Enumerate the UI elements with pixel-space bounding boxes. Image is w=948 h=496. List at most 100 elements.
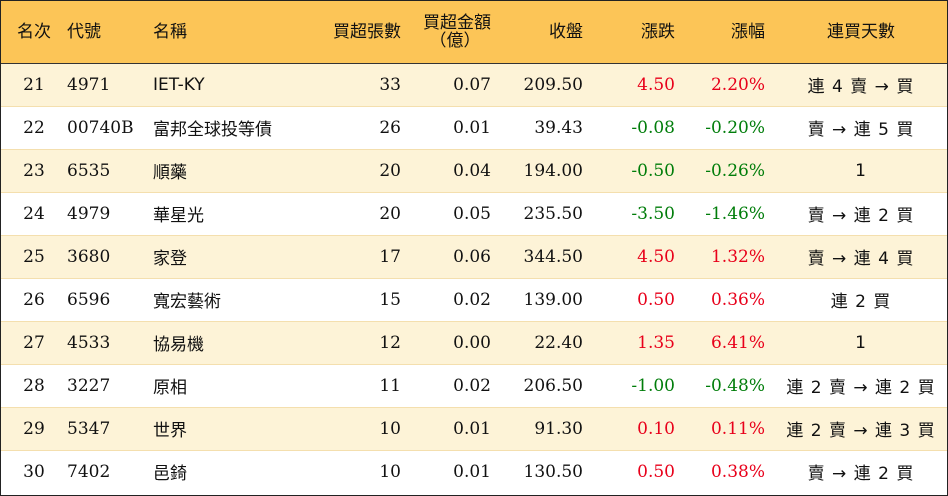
cell-change: 0.50 [593,278,685,322]
cell-change-pct: 0.36% [685,278,775,322]
cell-code[interactable]: 4533 [67,321,153,365]
cell-change-pct: 1.32% [685,235,775,279]
cell-rank: 29 [1,407,67,451]
table-header: 名次 代號 名稱 買超張數 買超金額 （億） 收盤 漲跌 漲幅 連買天數 [1,1,947,64]
cell-net-buy-lots: 15 [313,278,401,322]
cell-change-pct: 0.11% [685,407,775,451]
cell-net-buy-amount: 0.07 [401,63,501,107]
cell-name[interactable]: 邑錡 [153,464,187,485]
cell-change: -0.50 [593,149,685,193]
cell-name[interactable]: 華星光 [153,192,313,236]
cell-net-buy-lots: 10 [379,461,401,482]
cell-change: 1.35 [593,321,685,365]
table-row[interactable]: 29 5347 世界 10 0.01 91.30 0.10 0.11% 連 2 … [1,407,947,451]
table-row[interactable]: 30 7402 邑錡 10 0.01 130.50 0.50 0.38% 賣 →… [1,450,947,493]
cell-name[interactable]: 協易機 [153,321,313,365]
cell-close: 194.00 [501,149,593,193]
header-change-pct[interactable]: 漲幅 [685,1,775,64]
cell-change: 0.10 [593,407,685,451]
table-row[interactable]: 27 4533 協易機 12 0.00 22.40 1.35 6.41% 1 [1,321,947,365]
cell-change-pct: -0.20% [685,106,775,150]
header-close[interactable]: 收盤 [501,1,593,64]
cell-rank: 23 [1,149,67,193]
header-net-buy-amount-line2: （億） [429,30,481,51]
cell-net-buy-lots: 33 [313,63,401,107]
cell-rank: 25 [1,235,67,279]
cell-change: 4.50 [593,63,685,107]
cell-net-buy-amount: 0.02 [401,278,501,322]
cell-name[interactable]: IET-KY [153,63,313,107]
cell-close: 130.50 [523,461,583,482]
cell-change-pct: -0.26% [685,149,775,193]
header-net-buy-lots[interactable]: 買超張數 [313,1,401,64]
cell-change: -0.08 [593,106,685,150]
header-code[interactable]: 代號 [67,1,153,64]
cell-net-buy-amount: 0.02 [401,364,501,408]
cell-name[interactable]: 寬宏藝術 [153,278,313,322]
cell-code[interactable]: 4971 [67,63,153,107]
table-row[interactable]: 21 4971 IET-KY 33 0.07 209.50 4.50 2.20%… [1,63,947,107]
header-change[interactable]: 漲跌 [593,1,685,64]
table-row[interactable]: 24 4979 華星光 20 0.05 235.50 -3.50 -1.46% … [1,192,947,236]
cell-change-pct: 6.41% [685,321,775,365]
header-rank[interactable]: 名次 [1,1,67,64]
cell-consecutive-days: 連 2 買 [775,278,947,322]
cell-consecutive-days: 連 2 賣 → 連 3 買 [775,407,947,451]
table-body: 21 4971 IET-KY 33 0.07 209.50 4.50 2.20%… [1,63,947,493]
cell-consecutive-days: 連 2 賣 → 連 2 買 [775,364,947,408]
cell-change: -1.00 [593,364,685,408]
cell-name[interactable]: 富邦全球投等債 [153,106,313,150]
cell-code[interactable]: 7402 [67,461,111,482]
cell-code[interactable]: 3680 [67,235,153,279]
table-row[interactable]: 26 6596 寬宏藝術 15 0.02 139.00 0.50 0.36% 連… [1,278,947,322]
header-net-buy-amount[interactable]: 買超金額 （億） [401,1,501,64]
cell-code[interactable]: 00740B [67,106,153,150]
cell-change: 4.50 [593,235,685,279]
cell-rank: 27 [1,321,67,365]
cell-consecutive-days: 賣 → 連 4 買 [775,235,947,279]
cell-consecutive-days: 1 [775,321,947,365]
cell-consecutive-days: 賣 → 連 2 買 [775,192,947,236]
cell-name[interactable]: 家登 [153,235,313,279]
cell-close: 39.43 [501,106,593,150]
cell-net-buy-amount: 0.01 [401,407,501,451]
cell-consecutive-days: 連 4 賣 → 買 [775,63,947,107]
cell-net-buy-amount: 0.04 [401,149,501,193]
cell-code[interactable]: 3227 [67,364,153,408]
cell-change: -3.50 [593,192,685,236]
cell-net-buy-lots: 11 [313,364,401,408]
cell-rank: 30 [23,461,45,482]
cell-net-buy-lots: 26 [313,106,401,150]
cell-code[interactable]: 6535 [67,149,153,193]
cell-name[interactable]: 順藥 [153,149,313,193]
cell-net-buy-lots: 20 [313,149,401,193]
cell-net-buy-amount: 0.05 [401,192,501,236]
cell-name[interactable]: 世界 [153,407,313,451]
cell-close: 209.50 [501,63,593,107]
cell-net-buy-lots: 17 [313,235,401,279]
cell-change-pct: -0.48% [685,364,775,408]
cell-change-pct: 0.38% [710,461,765,482]
table-row[interactable]: 25 3680 家登 17 0.06 344.50 4.50 1.32% 賣 →… [1,235,947,279]
cell-code[interactable]: 6596 [67,278,153,322]
table-row[interactable]: 22 00740B 富邦全球投等債 26 0.01 39.43 -0.08 -0… [1,106,947,150]
cell-net-buy-amount: 0.01 [401,106,501,150]
cell-name[interactable]: 原相 [153,364,313,408]
header-consecutive-days[interactable]: 連買天數 [775,1,947,64]
table-row[interactable]: 23 6535 順藥 20 0.04 194.00 -0.50 -0.26% 1 [1,149,947,193]
cell-close: 91.30 [501,407,593,451]
cell-rank: 28 [1,364,67,408]
header-name[interactable]: 名稱 [153,1,313,64]
header-row: 名次 代號 名稱 買超張數 買超金額 （億） 收盤 漲跌 漲幅 連買天數 [1,1,947,64]
cell-net-buy-lots: 10 [313,407,401,451]
cell-close: 206.50 [501,364,593,408]
cell-rank: 22 [1,106,67,150]
table-row[interactable]: 28 3227 原相 11 0.02 206.50 -1.00 -0.48% 連… [1,364,947,408]
cell-change-pct: -1.46% [685,192,775,236]
cell-close: 344.50 [501,235,593,279]
cell-code[interactable]: 5347 [67,407,153,451]
cell-code[interactable]: 4979 [67,192,153,236]
cell-change: 0.50 [637,461,675,482]
